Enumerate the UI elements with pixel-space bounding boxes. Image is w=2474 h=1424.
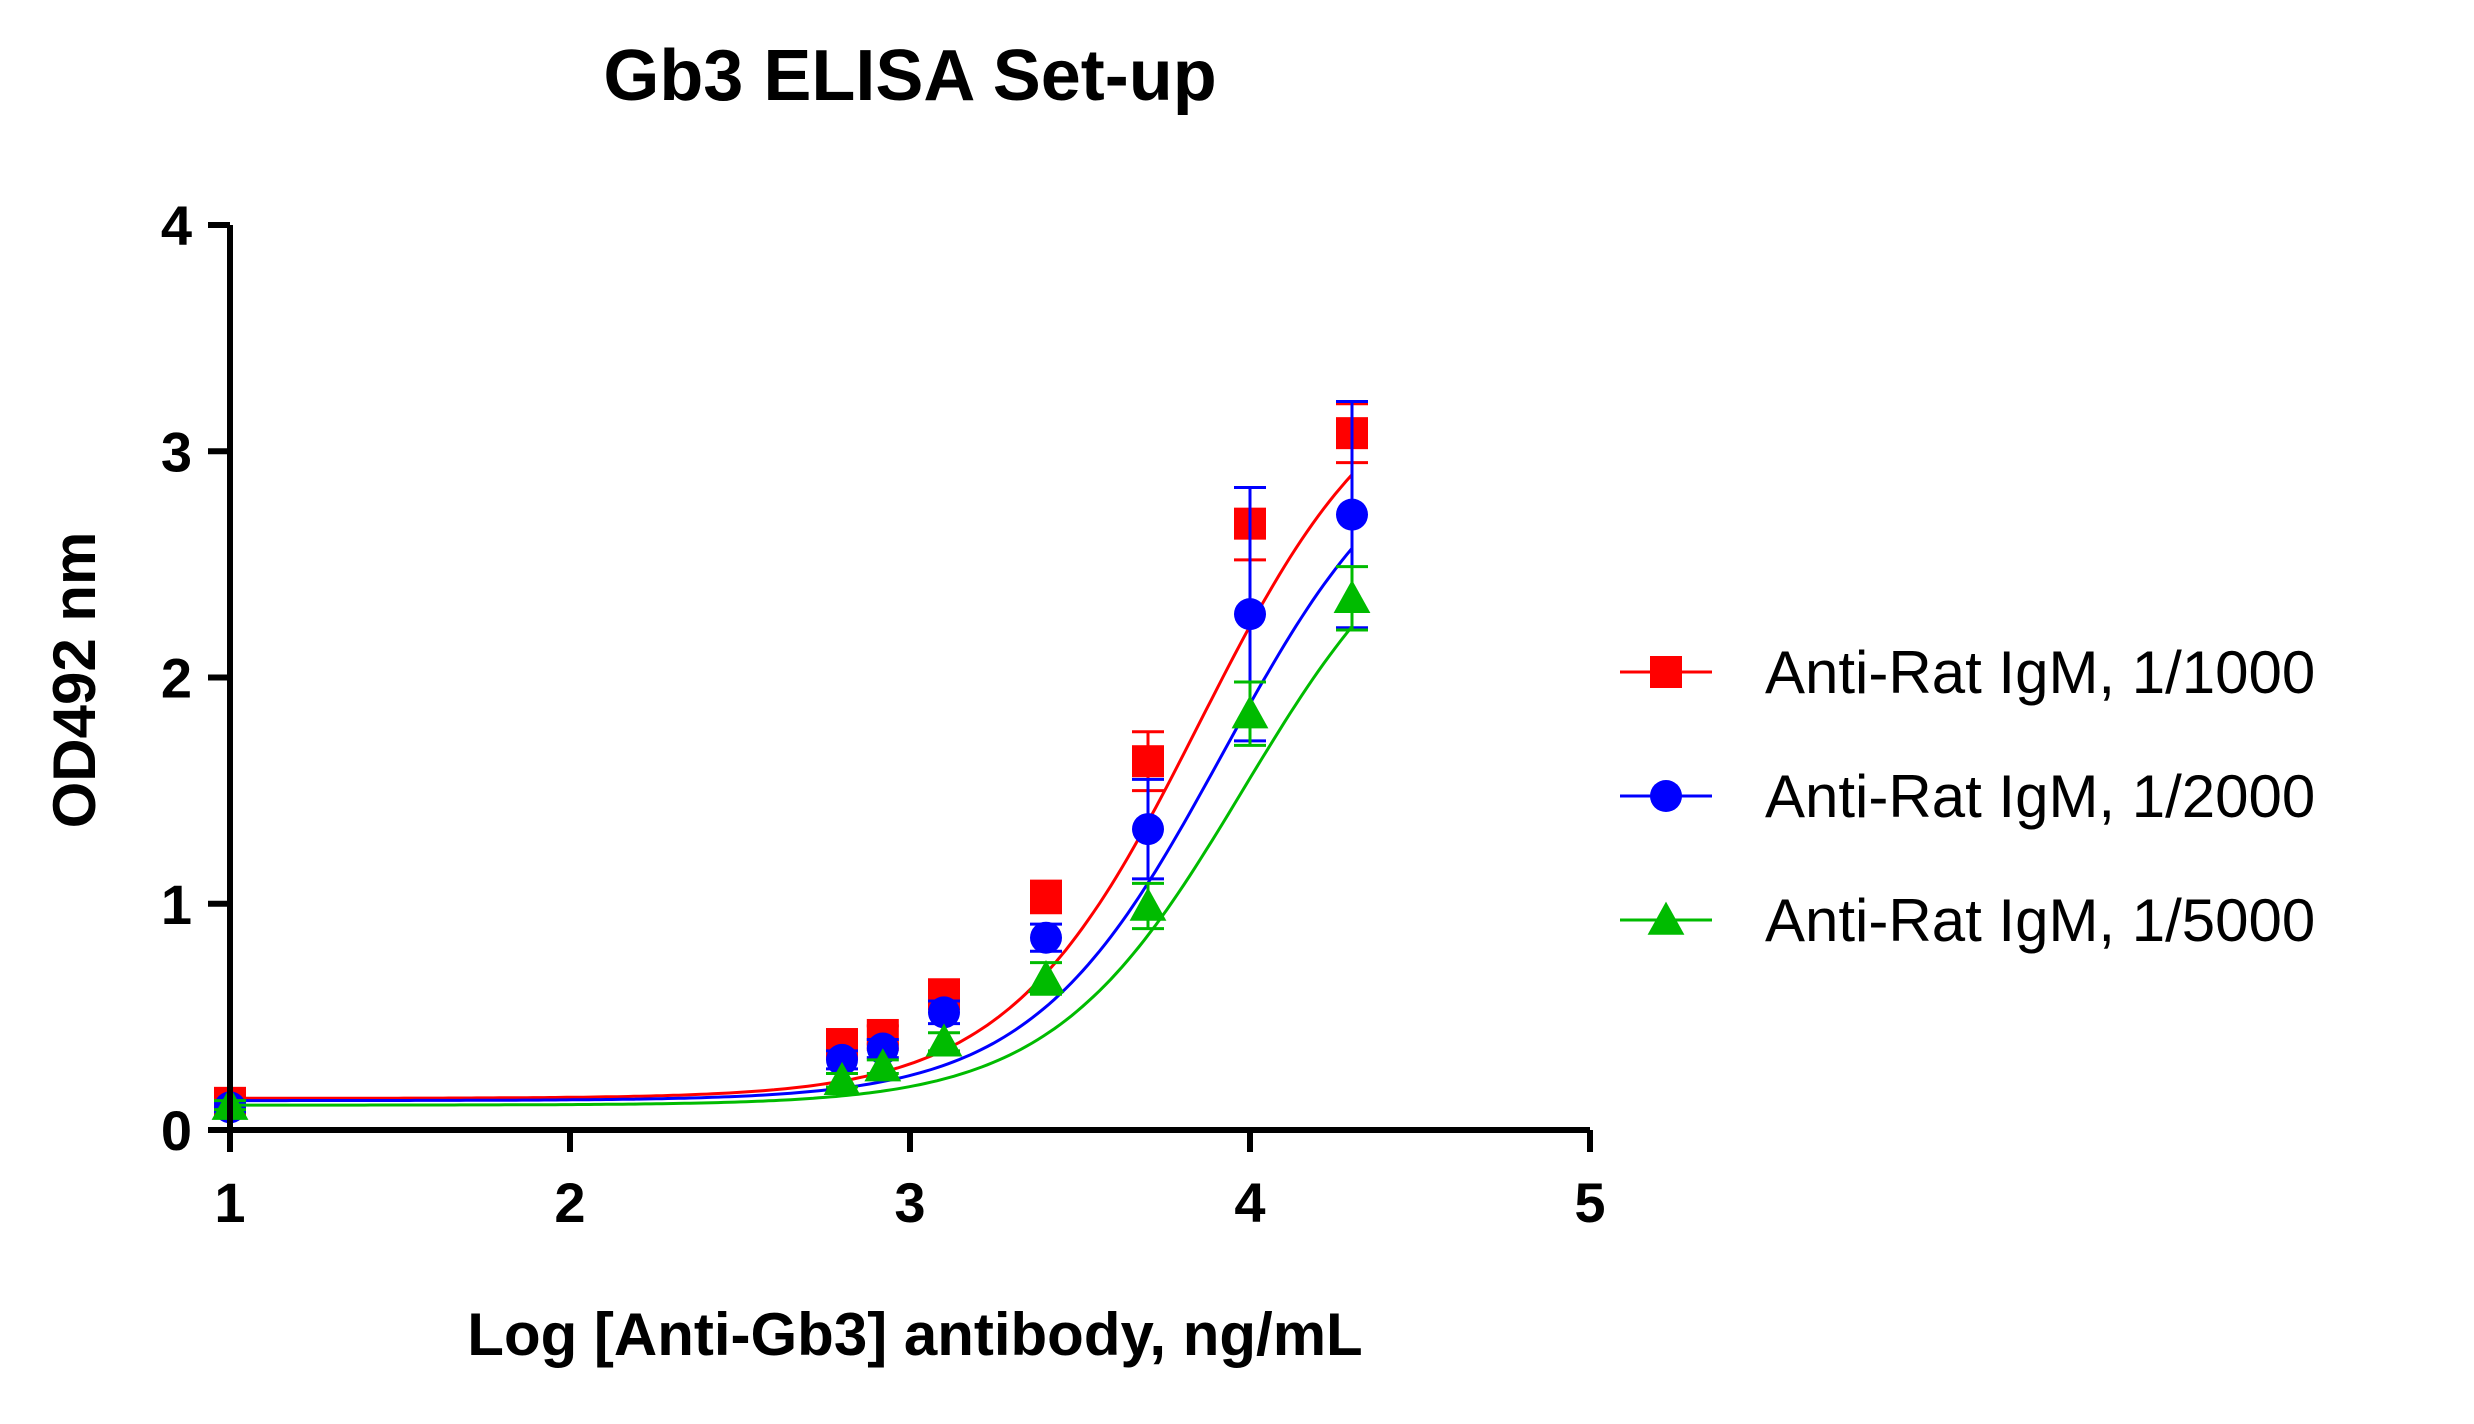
data-point xyxy=(1027,960,1065,994)
fit-curve xyxy=(230,625,1354,1107)
y-tick-label: 4 xyxy=(161,194,192,257)
legend-marker xyxy=(1650,656,1682,688)
y-axis-label: OD492 nm xyxy=(41,532,108,829)
fit-curve xyxy=(230,547,1354,1103)
legend-item-1: Anti-Rat IgM, 1/1000 xyxy=(1620,639,2315,706)
data-point xyxy=(928,996,960,1029)
series-3 xyxy=(211,565,1371,1120)
data-point xyxy=(826,1043,858,1076)
x-tick-label: 1 xyxy=(214,1171,245,1234)
y-tick-label: 2 xyxy=(161,647,192,710)
x-tick-label: 4 xyxy=(1234,1171,1265,1234)
data-point xyxy=(864,1048,902,1082)
data-point xyxy=(1336,498,1368,531)
y-tick-label: 3 xyxy=(161,420,192,483)
data-point xyxy=(1132,745,1164,778)
legend-item-3: Anti-Rat IgM, 1/5000 xyxy=(1620,887,2315,954)
legend: Anti-Rat IgM, 1/1000 Anti-Rat IgM, 1/2000… xyxy=(1620,639,2315,954)
data-point xyxy=(1132,813,1164,846)
x-axis-label: Log [Anti-Gb3] antibody, ng/mL xyxy=(467,1301,1362,1368)
series-1 xyxy=(214,402,1368,1119)
legend-label: Anti-Rat IgM, 1/5000 xyxy=(1765,887,2315,954)
x-tick-label: 3 xyxy=(894,1171,925,1234)
legend-item-2: Anti-Rat IgM, 1/2000 xyxy=(1620,763,2315,830)
chart-title: Gb3 ELISA Set-up xyxy=(603,36,1216,116)
data-point xyxy=(1231,695,1269,729)
plot-area xyxy=(211,399,1371,1124)
y-tick-label: 0 xyxy=(161,1099,192,1162)
data-point xyxy=(1030,921,1062,954)
data-point xyxy=(823,1061,861,1095)
data-point xyxy=(1030,880,1062,913)
x-tick-label: 2 xyxy=(554,1171,585,1234)
series-2 xyxy=(214,399,1368,1124)
data-point xyxy=(1129,887,1167,921)
legend-label: Anti-Rat IgM, 1/2000 xyxy=(1765,763,2315,830)
legend-label: Anti-Rat IgM, 1/1000 xyxy=(1765,639,2315,706)
legend-marker xyxy=(1647,901,1685,935)
fit-curve xyxy=(230,473,1354,1100)
legend-marker xyxy=(1650,780,1682,812)
data-point xyxy=(1333,579,1371,614)
data-point xyxy=(925,1023,963,1057)
x-tick-label: 5 xyxy=(1574,1171,1605,1234)
data-point xyxy=(1234,598,1266,631)
y-tick-label: 1 xyxy=(161,873,192,936)
